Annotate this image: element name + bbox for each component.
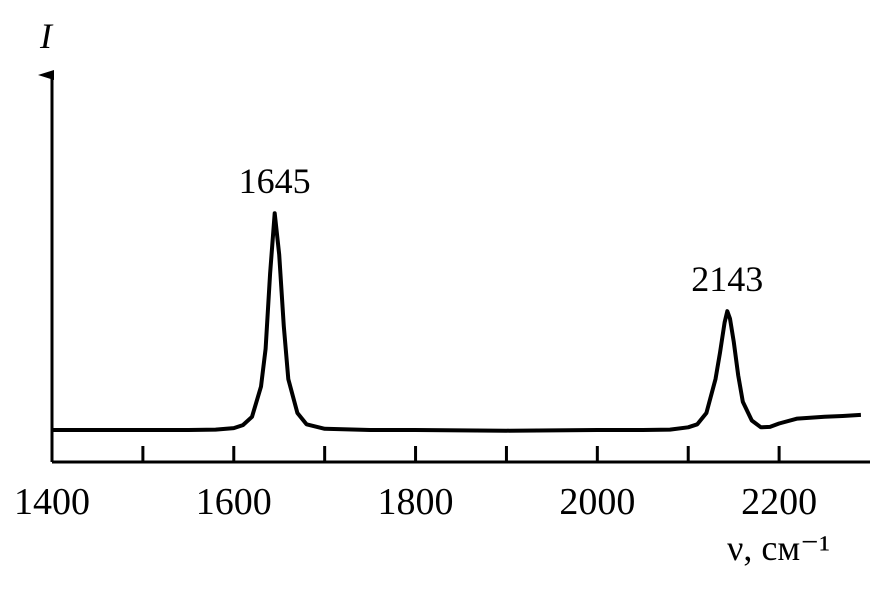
x-tick-label: 1800 [378, 481, 454, 523]
x-tick-label: 2000 [559, 481, 635, 523]
x-tick-label: 1600 [196, 481, 272, 523]
x-tick-label: 2200 [741, 481, 817, 523]
spectrum-line [52, 211, 862, 433]
peak-label: 2143 [691, 259, 763, 299]
x-tick-label: 1400 [14, 481, 90, 523]
x-axis-title: ν, см⁻¹ [727, 528, 830, 568]
y-axis-title: I [39, 16, 54, 56]
peak-label: 1645 [239, 161, 311, 201]
